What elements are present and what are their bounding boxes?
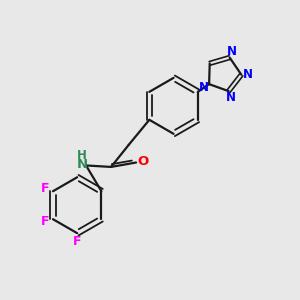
- Text: N: N: [199, 81, 209, 94]
- Text: O: O: [137, 155, 148, 168]
- Text: N: N: [227, 45, 237, 58]
- Text: F: F: [73, 235, 81, 248]
- Text: H: H: [77, 149, 87, 162]
- Text: N: N: [243, 68, 253, 81]
- Text: N: N: [226, 91, 236, 104]
- Text: F: F: [40, 182, 49, 195]
- Text: N: N: [76, 158, 88, 171]
- Text: F: F: [40, 215, 49, 228]
